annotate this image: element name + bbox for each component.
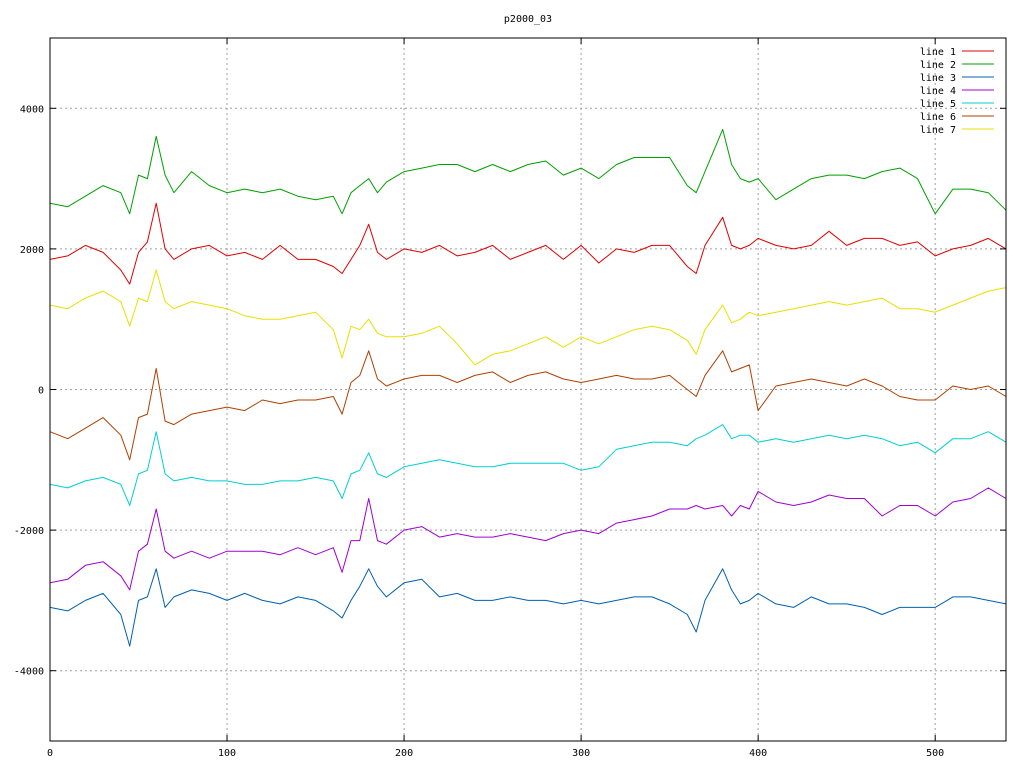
chart-title: p2000_03 (504, 14, 552, 25)
y-tick-label: -2000 (14, 526, 44, 537)
legend-label: line 1 (920, 47, 956, 58)
x-tick-label: 300 (572, 748, 590, 759)
series-line-6 (49, 350, 1007, 461)
legend-label: line 4 (920, 86, 956, 97)
axis-ticks: 0 100 200 300 400 500 -4000 -2000 0 2000 4000 (14, 38, 1006, 759)
legend-label: line 7 (920, 125, 956, 136)
legend-label: line 2 (920, 60, 956, 71)
x-tick-label: 400 (749, 748, 767, 759)
series-line-4 (49, 487, 1007, 591)
x-tick-label: 500 (926, 748, 944, 759)
y-tick-label: 2000 (20, 245, 44, 256)
plot-frame (49, 37, 1007, 742)
legend-label: line 3 (920, 73, 956, 84)
series-line-7 (49, 269, 1007, 366)
x-tick-label: 100 (218, 748, 236, 759)
series-group (49, 128, 1007, 647)
series-line-5 (49, 424, 1007, 506)
series-line-3 (49, 568, 1007, 647)
series-line-1 (49, 202, 1007, 285)
legend: line 1 line 2 line 3 line 4 line 5 line 6 line… (920, 47, 994, 136)
series-line-2 (49, 128, 1007, 215)
y-tick-label: -4000 (14, 667, 44, 678)
y-tick-label: 4000 (20, 104, 44, 115)
y-tick-label: 0 (38, 386, 44, 397)
legend-label: line 6 (920, 112, 956, 123)
grid (50, 38, 1006, 741)
x-tick-label: 0 (47, 748, 53, 759)
legend-label: line 5 (920, 99, 956, 110)
x-tick-label: 200 (395, 748, 413, 759)
